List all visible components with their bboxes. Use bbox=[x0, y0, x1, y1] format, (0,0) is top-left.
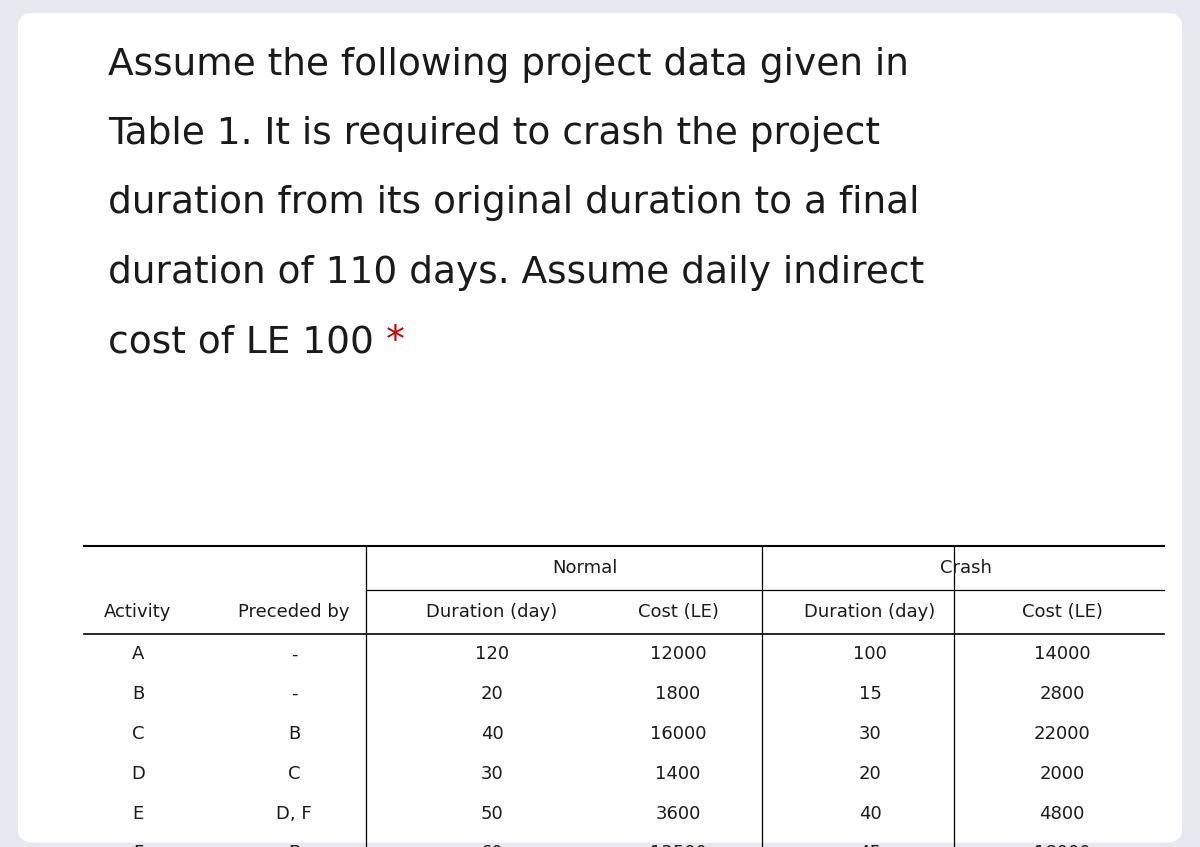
Text: B: B bbox=[288, 725, 300, 743]
Text: A: A bbox=[132, 645, 144, 663]
Text: 1800: 1800 bbox=[655, 685, 701, 703]
Text: Duration (day): Duration (day) bbox=[426, 603, 558, 622]
Text: D: D bbox=[131, 765, 145, 783]
Text: C: C bbox=[288, 765, 300, 783]
Text: B: B bbox=[288, 844, 300, 847]
Text: D, F: D, F bbox=[276, 805, 312, 822]
Text: Normal: Normal bbox=[552, 559, 618, 578]
Text: 30: 30 bbox=[859, 725, 881, 743]
Text: 60: 60 bbox=[481, 844, 503, 847]
Text: -: - bbox=[290, 645, 298, 663]
Text: 2000: 2000 bbox=[1039, 765, 1085, 783]
Text: Cost (LE): Cost (LE) bbox=[637, 603, 719, 622]
Text: Preceded by: Preceded by bbox=[239, 603, 349, 622]
Text: 20: 20 bbox=[859, 765, 881, 783]
Text: -: - bbox=[290, 685, 298, 703]
Text: F: F bbox=[133, 844, 143, 847]
Text: B: B bbox=[132, 685, 144, 703]
Text: 45: 45 bbox=[858, 844, 882, 847]
Text: 22000: 22000 bbox=[1033, 725, 1091, 743]
Text: 30: 30 bbox=[481, 765, 503, 783]
Text: Table 1. It is required to crash the project: Table 1. It is required to crash the pro… bbox=[108, 116, 880, 152]
Text: Cost (LE): Cost (LE) bbox=[1021, 603, 1103, 622]
Text: Activity: Activity bbox=[104, 603, 172, 622]
Text: E: E bbox=[132, 805, 144, 822]
Text: *: * bbox=[385, 324, 404, 361]
Text: 2800: 2800 bbox=[1039, 685, 1085, 703]
Text: 20: 20 bbox=[481, 685, 503, 703]
Text: 1400: 1400 bbox=[655, 765, 701, 783]
Text: duration from its original duration to a final: duration from its original duration to a… bbox=[108, 185, 919, 222]
Text: 18000: 18000 bbox=[1033, 844, 1091, 847]
Text: 100: 100 bbox=[853, 645, 887, 663]
Text: 13500: 13500 bbox=[649, 844, 707, 847]
Text: 4800: 4800 bbox=[1039, 805, 1085, 822]
Text: 120: 120 bbox=[475, 645, 509, 663]
Text: 40: 40 bbox=[481, 725, 503, 743]
Text: 40: 40 bbox=[859, 805, 881, 822]
Text: Duration (day): Duration (day) bbox=[804, 603, 936, 622]
Text: 15: 15 bbox=[858, 685, 882, 703]
Text: 3600: 3600 bbox=[655, 805, 701, 822]
Text: C: C bbox=[132, 725, 144, 743]
Text: Assume the following project data given in: Assume the following project data given … bbox=[108, 47, 908, 83]
Text: cost of LE 100: cost of LE 100 bbox=[108, 324, 385, 361]
Text: 14000: 14000 bbox=[1033, 645, 1091, 663]
Text: duration of 110 days. Assume daily indirect: duration of 110 days. Assume daily indir… bbox=[108, 255, 924, 291]
Text: 16000: 16000 bbox=[649, 725, 707, 743]
Text: 12000: 12000 bbox=[649, 645, 707, 663]
Text: 50: 50 bbox=[481, 805, 503, 822]
Text: Crash: Crash bbox=[940, 559, 992, 578]
